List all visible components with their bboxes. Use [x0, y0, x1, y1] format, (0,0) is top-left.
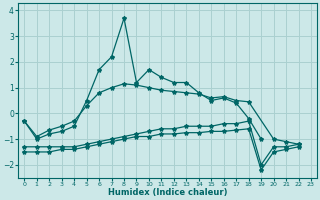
X-axis label: Humidex (Indice chaleur): Humidex (Indice chaleur) — [108, 188, 228, 197]
